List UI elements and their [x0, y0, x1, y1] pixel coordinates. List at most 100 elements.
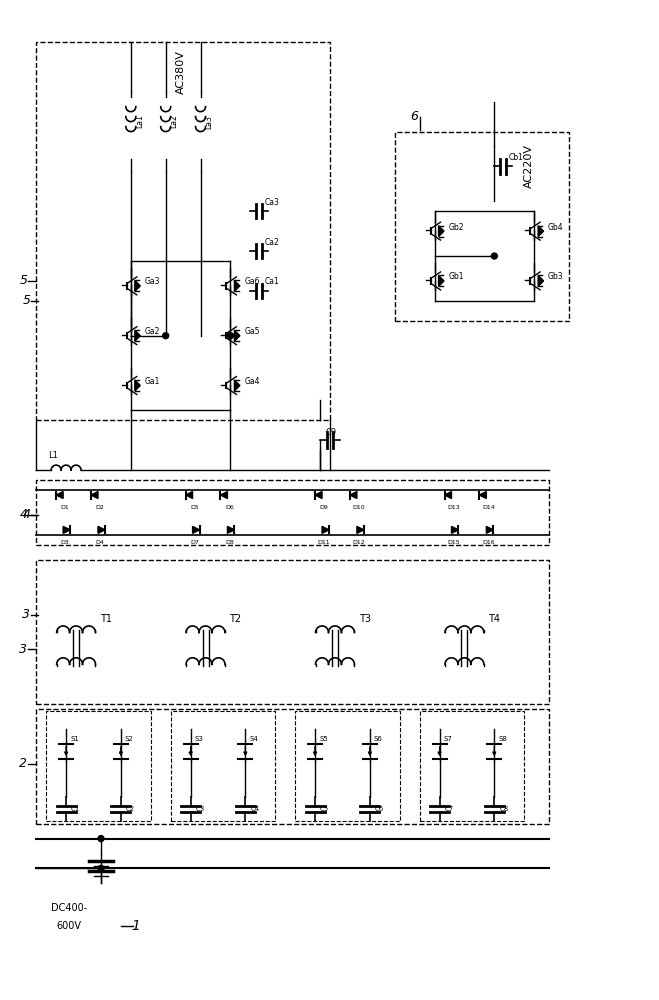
Text: D4: D4 [96, 540, 104, 545]
Text: 3: 3 [19, 643, 27, 656]
Text: DC400-: DC400- [51, 903, 87, 913]
Text: C5: C5 [320, 806, 329, 812]
Text: Gb3: Gb3 [548, 272, 563, 281]
Circle shape [227, 333, 233, 339]
Text: D11: D11 [318, 540, 330, 545]
Text: Ga3: Ga3 [145, 277, 160, 286]
Polygon shape [451, 526, 459, 533]
Polygon shape [357, 526, 364, 533]
Text: S7: S7 [444, 736, 452, 742]
Bar [295, 711, 400, 821]
Polygon shape [186, 492, 192, 499]
Text: S5: S5 [319, 736, 328, 742]
Circle shape [492, 253, 498, 259]
Circle shape [98, 865, 104, 871]
Text: D12: D12 [353, 540, 365, 545]
Text: 6: 6 [411, 110, 418, 123]
Polygon shape [91, 492, 98, 499]
Polygon shape [315, 492, 322, 499]
Bar [46, 711, 151, 821]
Text: C4: C4 [250, 806, 260, 812]
Text: AC380V: AC380V [176, 50, 186, 94]
Text: D14: D14 [482, 505, 495, 510]
Text: C8: C8 [500, 806, 509, 812]
Polygon shape [486, 526, 494, 533]
Text: 2: 2 [19, 757, 27, 770]
Polygon shape [235, 280, 240, 291]
Polygon shape [98, 526, 105, 533]
Text: S3: S3 [194, 736, 204, 742]
Text: D1: D1 [61, 505, 69, 510]
Text: D3: D3 [61, 540, 70, 545]
Text: Ca1: Ca1 [264, 277, 279, 286]
Text: L1: L1 [48, 451, 58, 460]
Text: S8: S8 [498, 736, 507, 742]
Bar [395, 132, 569, 321]
Text: D2: D2 [96, 505, 104, 510]
Polygon shape [221, 492, 227, 499]
Text: Gb1: Gb1 [449, 272, 464, 281]
Text: 4: 4 [22, 508, 30, 521]
Text: D10: D10 [353, 505, 365, 510]
Polygon shape [227, 526, 235, 533]
Text: T4: T4 [488, 614, 500, 624]
Polygon shape [538, 226, 544, 237]
Polygon shape [350, 492, 357, 499]
Text: 5: 5 [22, 294, 30, 307]
Polygon shape [192, 526, 200, 533]
Text: 5: 5 [19, 274, 27, 287]
Circle shape [163, 333, 169, 339]
Text: D15: D15 [447, 540, 460, 545]
Text: S2: S2 [125, 736, 134, 742]
Text: 3: 3 [22, 608, 30, 621]
Text: 1: 1 [131, 919, 140, 933]
Polygon shape [479, 492, 486, 499]
Bar [36, 709, 549, 824]
Polygon shape [135, 280, 140, 291]
Text: 4: 4 [19, 508, 27, 521]
Text: La3: La3 [204, 115, 214, 129]
Text: AC220V: AC220V [524, 144, 534, 188]
Text: Ga1: Ga1 [145, 377, 160, 386]
Polygon shape [322, 526, 329, 533]
Bar [36, 480, 549, 545]
Polygon shape [235, 380, 240, 391]
Text: C3: C3 [196, 806, 205, 812]
Text: C7: C7 [445, 806, 454, 812]
Polygon shape [63, 526, 70, 533]
Text: Gb2: Gb2 [449, 223, 464, 232]
Text: La1: La1 [135, 115, 144, 128]
Text: C6: C6 [375, 806, 384, 812]
Text: Ga2: Ga2 [145, 327, 160, 336]
Polygon shape [445, 492, 451, 499]
Polygon shape [438, 275, 444, 286]
Text: S6: S6 [374, 736, 383, 742]
Text: La2: La2 [169, 115, 179, 128]
Polygon shape [235, 330, 240, 341]
Polygon shape [438, 226, 444, 237]
Text: D13: D13 [447, 505, 460, 510]
Bar [171, 711, 275, 821]
Text: 600V: 600V [57, 921, 82, 931]
Text: Ga6: Ga6 [244, 277, 260, 286]
Text: D8: D8 [225, 540, 234, 545]
Bar [36, 560, 549, 704]
Text: Ga4: Ga4 [244, 377, 260, 386]
Polygon shape [56, 492, 63, 499]
Text: S1: S1 [70, 736, 79, 742]
Text: D5: D5 [190, 505, 199, 510]
Text: C2: C2 [126, 806, 135, 812]
Polygon shape [538, 275, 544, 286]
Text: T2: T2 [229, 614, 241, 624]
Text: Gb4: Gb4 [548, 223, 563, 232]
Text: Ca3: Ca3 [264, 198, 279, 207]
Polygon shape [135, 380, 140, 391]
Text: D9: D9 [320, 505, 328, 510]
Text: D6: D6 [225, 505, 234, 510]
Text: C9: C9 [325, 428, 336, 437]
Text: Ca2: Ca2 [264, 238, 279, 247]
Text: T3: T3 [359, 614, 371, 624]
Text: D16: D16 [482, 540, 495, 545]
Text: Ga5: Ga5 [244, 327, 260, 336]
Text: T1: T1 [100, 614, 112, 624]
